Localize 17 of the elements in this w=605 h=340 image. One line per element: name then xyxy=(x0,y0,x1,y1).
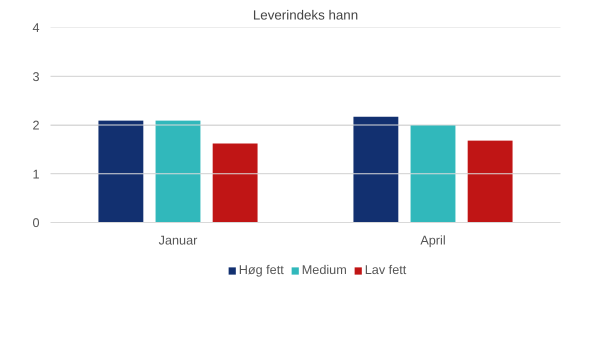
bar xyxy=(353,116,398,222)
y-tick-label: 3 xyxy=(32,70,40,84)
y-tick-label: 0 xyxy=(32,216,40,230)
legend-label: Høg fett xyxy=(238,263,284,277)
bar xyxy=(156,120,200,222)
bar xyxy=(410,125,456,222)
y-tick-label: 4 xyxy=(32,21,40,35)
bar xyxy=(212,144,258,222)
chart-title: Leverindeks hann xyxy=(252,8,358,22)
legend-label: Medium xyxy=(302,263,347,277)
y-tick-label: 1 xyxy=(32,167,40,182)
bar xyxy=(468,140,513,222)
bar xyxy=(98,120,144,222)
x-tick-label: April xyxy=(420,234,446,248)
x-tick-label: Januar xyxy=(158,234,198,248)
y-tick-label: 2 xyxy=(32,118,40,132)
legend-label: Lav fett xyxy=(364,263,406,277)
